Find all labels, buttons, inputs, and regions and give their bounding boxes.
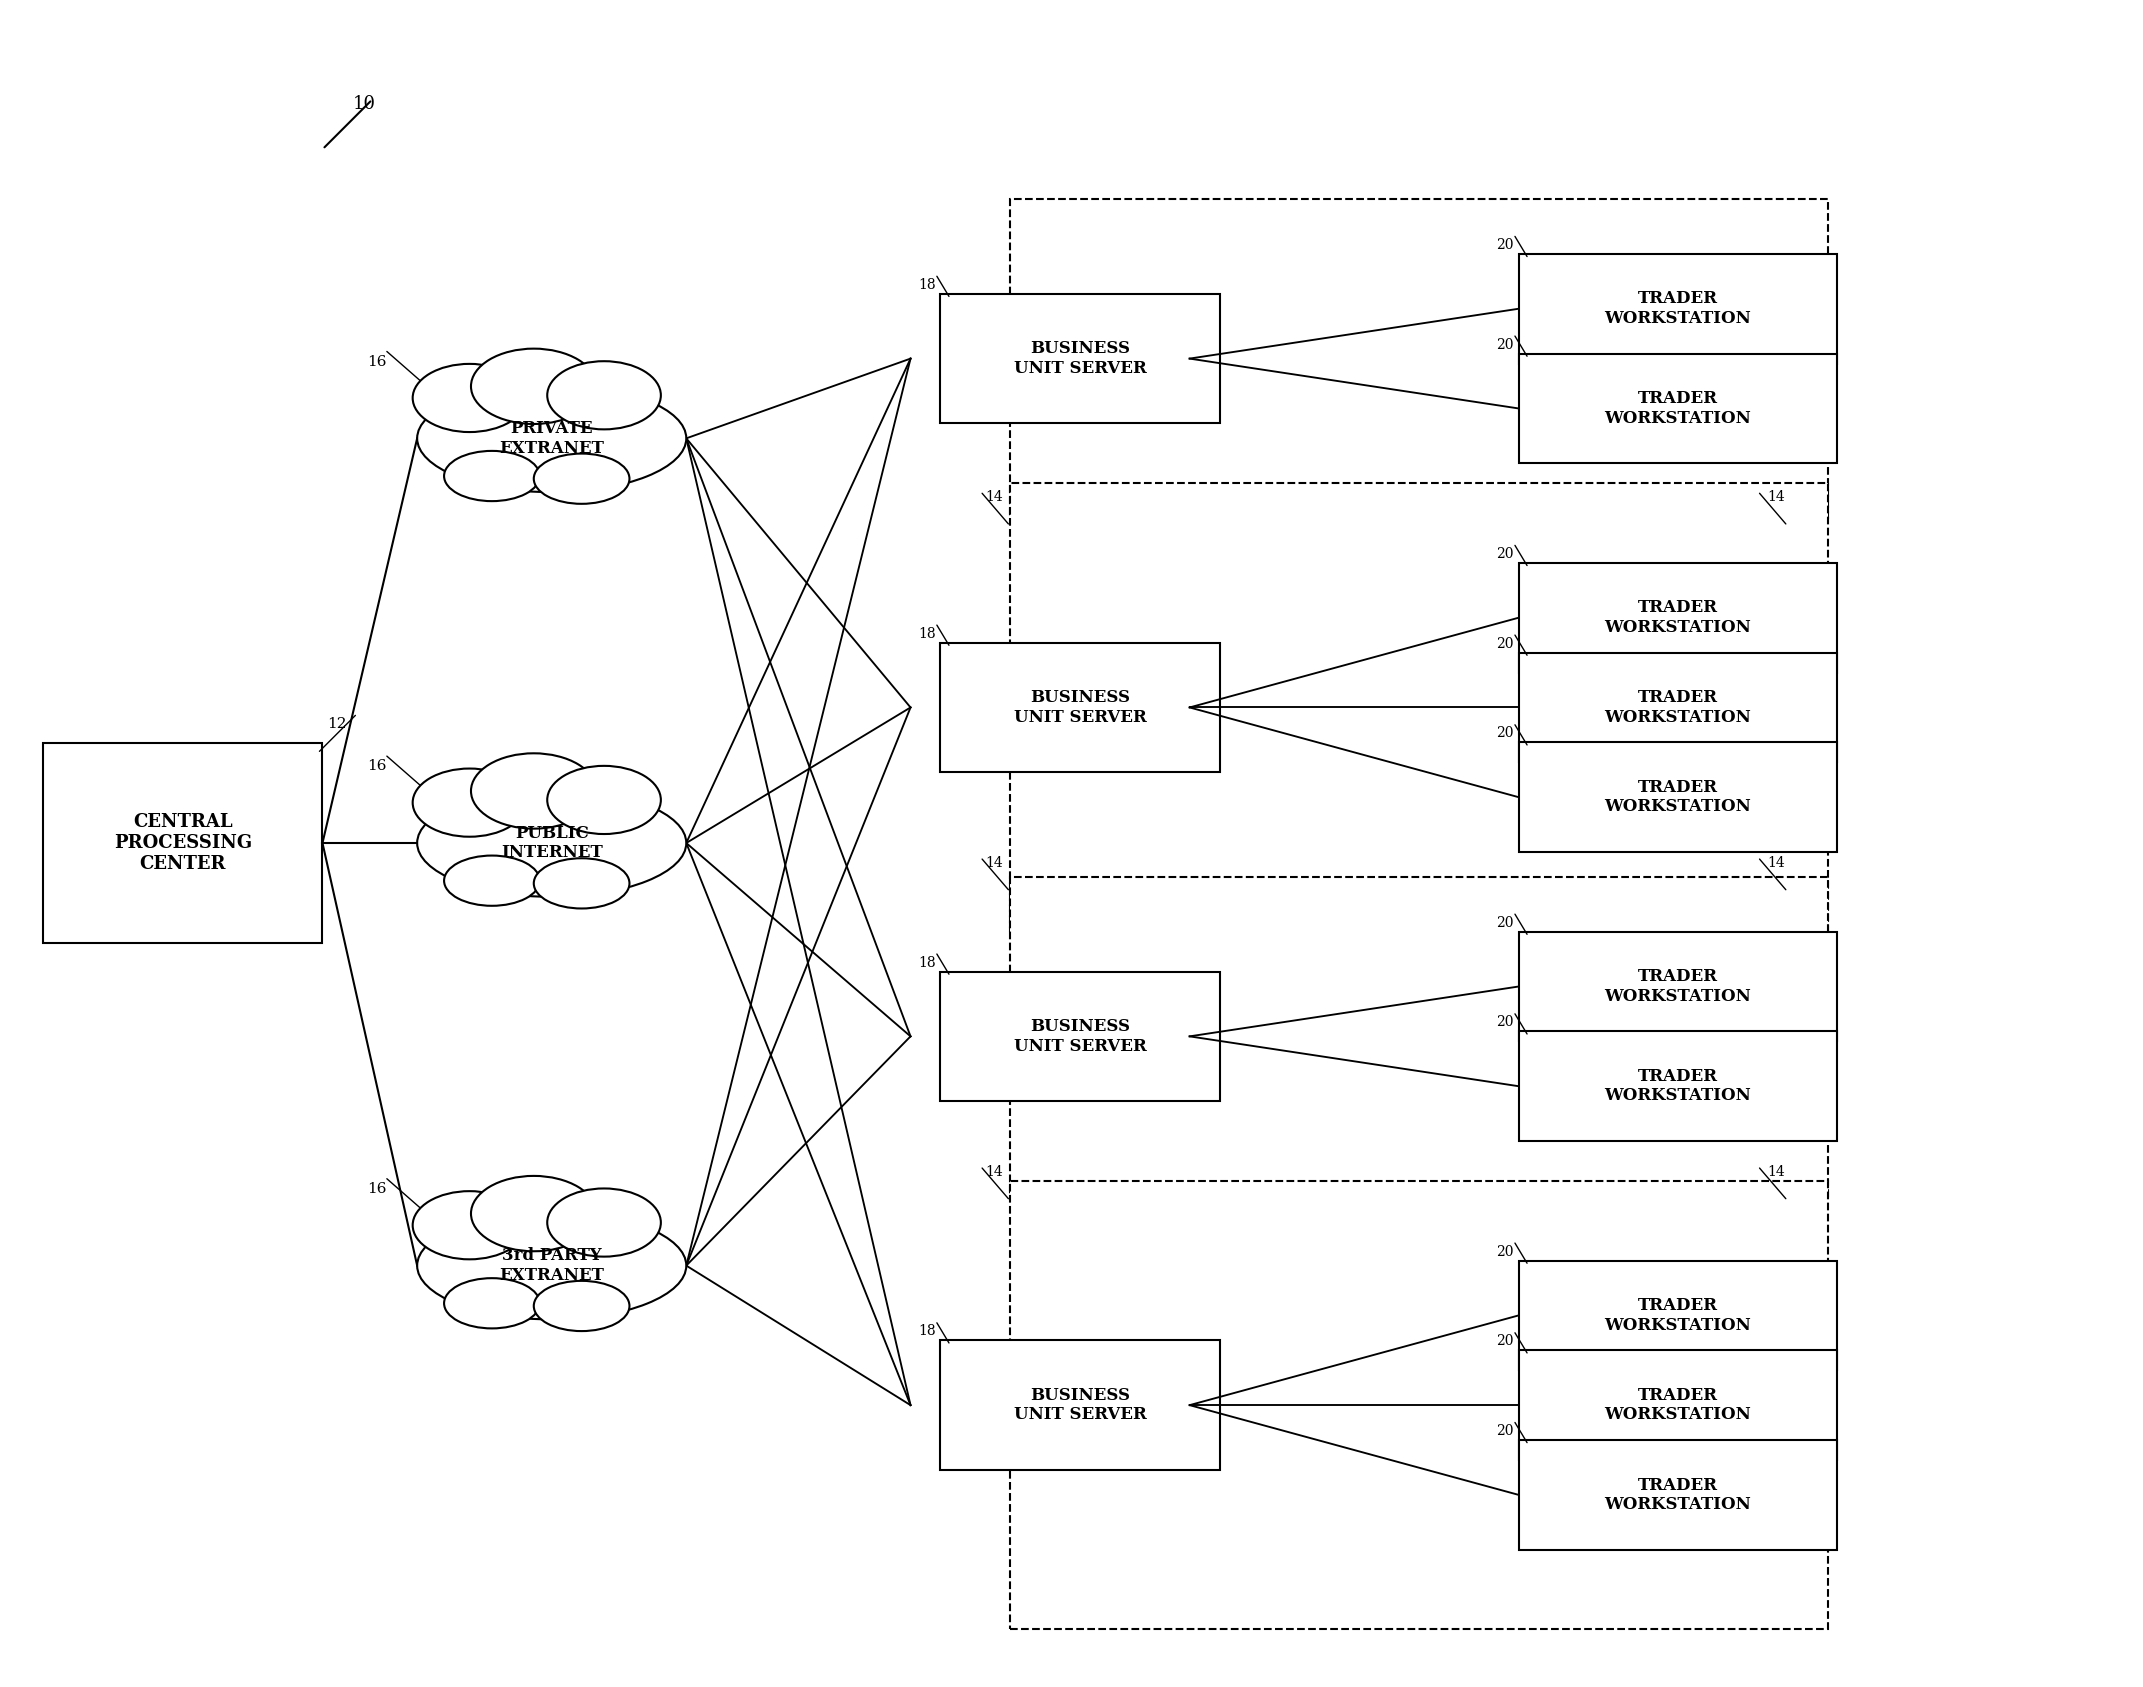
FancyBboxPatch shape [941,643,1219,773]
FancyBboxPatch shape [1519,653,1837,763]
Text: 20: 20 [1496,1245,1513,1259]
Text: 20: 20 [1496,1424,1513,1437]
Text: 20: 20 [1496,636,1513,651]
Ellipse shape [546,766,660,833]
Text: 14: 14 [986,1166,1003,1179]
Text: 18: 18 [917,955,936,970]
Ellipse shape [471,349,596,423]
FancyBboxPatch shape [1519,1350,1837,1459]
FancyBboxPatch shape [1519,1031,1837,1140]
Text: TRADER
WORKSTATION: TRADER WORKSTATION [1605,290,1751,327]
FancyBboxPatch shape [1009,1181,1828,1630]
Text: 14: 14 [986,855,1003,870]
Text: 20: 20 [1496,238,1513,251]
Text: PRIVATE
EXTRANET: PRIVATE EXTRANET [499,420,604,457]
Text: TRADER
WORKSTATION: TRADER WORKSTATION [1605,1068,1751,1105]
Text: 14: 14 [986,491,1003,504]
Ellipse shape [444,855,540,906]
Ellipse shape [471,1176,596,1252]
Text: TRADER
WORKSTATION: TRADER WORKSTATION [1605,690,1751,725]
Text: TRADER
WORKSTATION: TRADER WORKSTATION [1605,599,1751,636]
Text: BUSINESS
UNIT SERVER: BUSINESS UNIT SERVER [1014,1387,1147,1424]
FancyBboxPatch shape [941,1341,1219,1469]
Text: TRADER
WORKSTATION: TRADER WORKSTATION [1605,968,1751,1005]
Text: TRADER
WORKSTATION: TRADER WORKSTATION [1605,390,1751,427]
Text: 20: 20 [1496,1016,1513,1029]
Text: BUSINESS
UNIT SERVER: BUSINESS UNIT SERVER [1014,690,1147,725]
Text: 14: 14 [1768,1166,1785,1179]
FancyBboxPatch shape [941,294,1219,423]
FancyBboxPatch shape [1009,199,1828,518]
Text: 16: 16 [366,759,388,773]
Text: 3rd PARTY
EXTRANET: 3rd PARTY EXTRANET [499,1247,604,1284]
Text: 20: 20 [1496,1334,1513,1348]
FancyBboxPatch shape [1519,255,1837,364]
Text: 20: 20 [1496,916,1513,930]
Text: 12: 12 [328,717,347,732]
Ellipse shape [414,769,527,837]
Text: BUSINESS
UNIT SERVER: BUSINESS UNIT SERVER [1014,1017,1147,1054]
Ellipse shape [418,790,686,897]
Text: 18: 18 [917,626,936,641]
Text: 16: 16 [366,354,388,368]
FancyBboxPatch shape [1009,482,1828,931]
Ellipse shape [444,450,540,501]
Ellipse shape [546,1188,660,1257]
FancyBboxPatch shape [1519,1441,1837,1550]
Text: 20: 20 [1496,547,1513,562]
Ellipse shape [414,364,527,432]
Text: 20: 20 [1496,727,1513,741]
Text: TRADER
WORKSTATION: TRADER WORKSTATION [1605,1476,1751,1513]
Text: 14: 14 [1768,491,1785,504]
FancyBboxPatch shape [1519,742,1837,852]
FancyBboxPatch shape [941,972,1219,1102]
FancyBboxPatch shape [1009,877,1828,1196]
Text: TRADER
WORKSTATION: TRADER WORKSTATION [1605,1387,1751,1424]
Text: 18: 18 [917,278,936,292]
Text: TRADER
WORKSTATION: TRADER WORKSTATION [1605,779,1751,815]
FancyBboxPatch shape [1519,931,1837,1041]
Ellipse shape [534,454,630,504]
Ellipse shape [418,1211,686,1319]
Text: PUBLIC
INTERNET: PUBLIC INTERNET [501,825,602,862]
Ellipse shape [546,361,660,430]
FancyBboxPatch shape [43,744,321,943]
FancyBboxPatch shape [1519,1260,1837,1370]
Ellipse shape [534,1280,630,1331]
FancyBboxPatch shape [1519,563,1837,673]
Ellipse shape [534,859,630,909]
Ellipse shape [444,1279,540,1328]
Ellipse shape [414,1191,527,1259]
Text: BUSINESS
UNIT SERVER: BUSINESS UNIT SERVER [1014,341,1147,376]
Text: TRADER
WORKSTATION: TRADER WORKSTATION [1605,1297,1751,1334]
Text: 18: 18 [917,1324,936,1338]
Ellipse shape [471,754,596,828]
Text: CENTRAL
PROCESSING
CENTER: CENTRAL PROCESSING CENTER [114,813,253,872]
Ellipse shape [418,385,686,493]
Text: 10: 10 [351,96,375,113]
Text: 14: 14 [1768,855,1785,870]
Text: 16: 16 [366,1183,388,1196]
Text: 20: 20 [1496,337,1513,351]
FancyBboxPatch shape [1519,354,1837,464]
